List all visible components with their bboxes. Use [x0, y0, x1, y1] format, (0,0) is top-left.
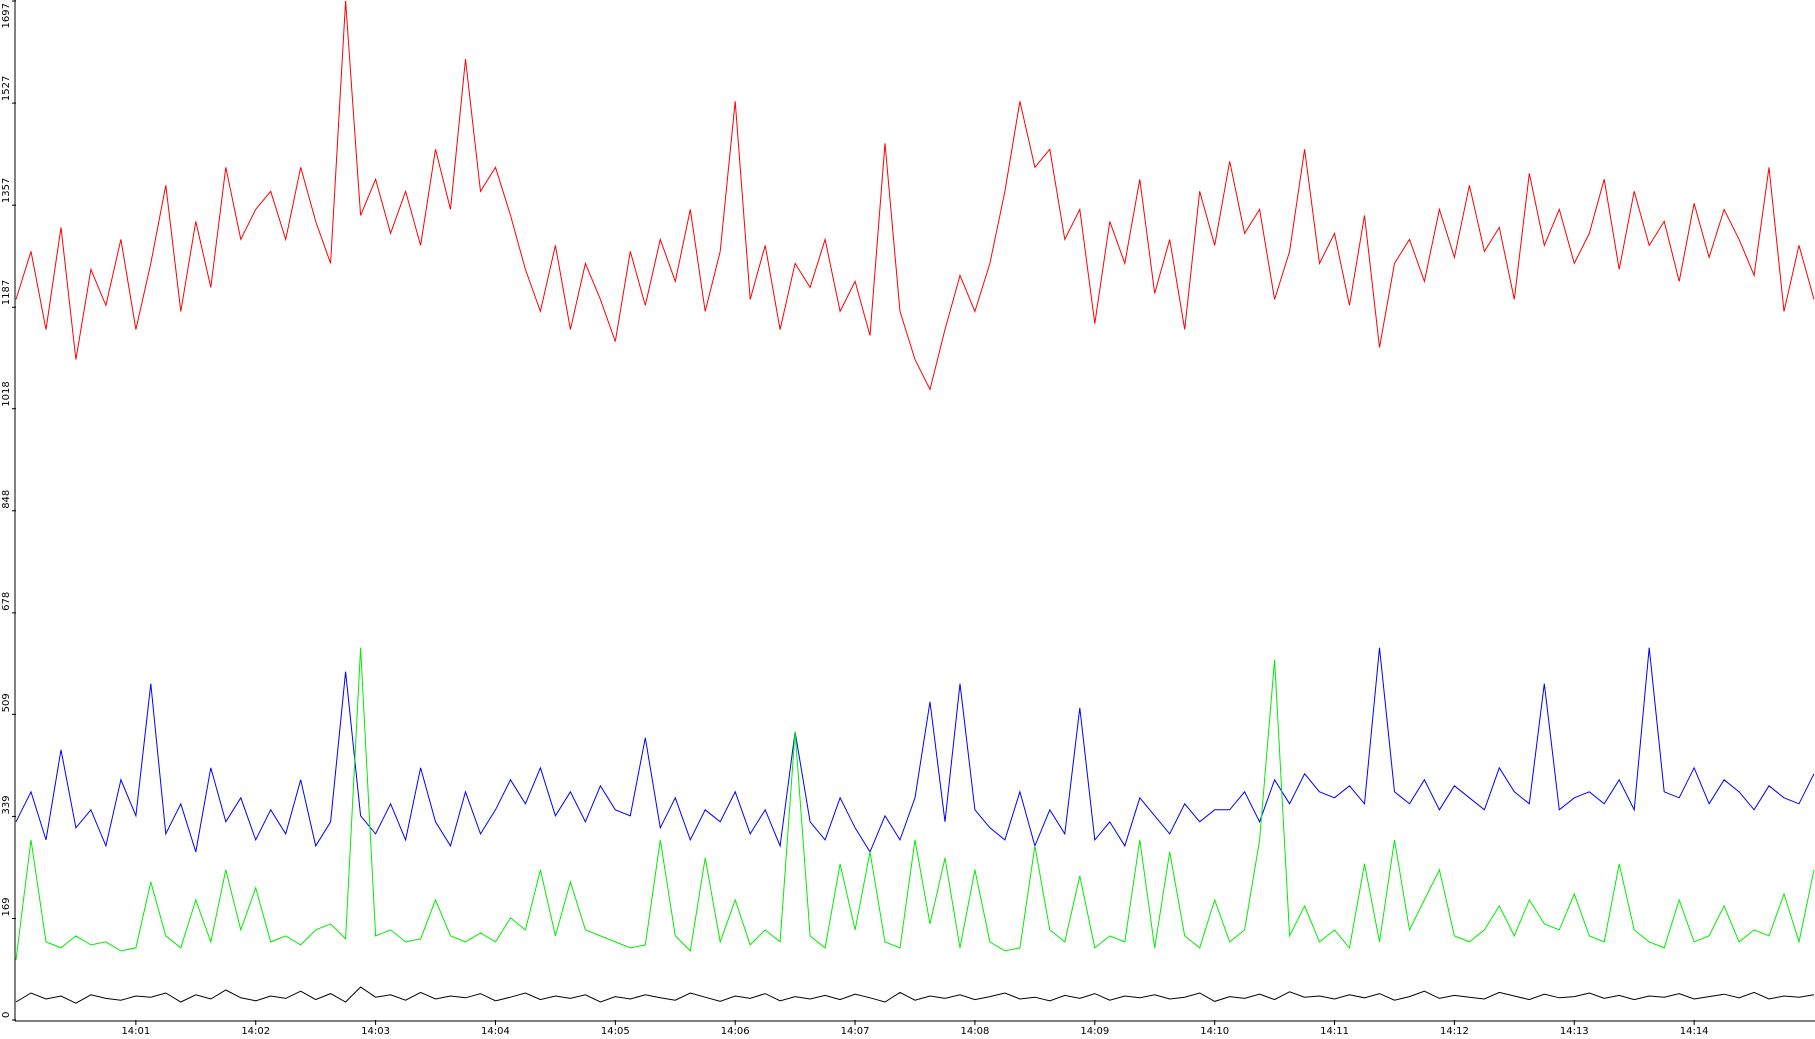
- x-tick-label: 14:08: [961, 1026, 990, 1037]
- y-tick-label: 848: [1, 490, 12, 509]
- x-tick-label: 14:04: [481, 1026, 510, 1037]
- y-tick-label: 0: [1, 1012, 12, 1018]
- x-tick-label: 14:10: [1200, 1026, 1229, 1037]
- series-line: [15, 647, 1815, 853]
- y-tick-label: 339: [1, 795, 12, 814]
- x-tick-label: 14:01: [121, 1026, 150, 1037]
- x-tick-label: 14:09: [1080, 1026, 1109, 1037]
- y-tick-label: 169: [1, 897, 12, 916]
- x-tick-label: 14:11: [1320, 1026, 1349, 1037]
- y-tick-label: 509: [1, 693, 12, 712]
- y-tick-label: 1527: [1, 76, 12, 101]
- y-tick-label: 1357: [1, 178, 12, 203]
- x-tick-label: 14:12: [1440, 1026, 1469, 1037]
- x-tick-label: 14:06: [721, 1026, 750, 1037]
- y-tick-label: 1187: [1, 280, 12, 305]
- y-tick-label: 1697: [1, 3, 12, 28]
- series-line: [15, 986, 1815, 1004]
- x-tick-label: 14:05: [601, 1026, 630, 1037]
- x-tick-label: 14:14: [1680, 1026, 1709, 1037]
- y-tick-label: 678: [1, 592, 12, 611]
- x-tick-label: 14:13: [1560, 1026, 1589, 1037]
- series-line: [15, 0, 1815, 391]
- x-tick-label: 14:07: [841, 1026, 870, 1037]
- y-tick-label: 1018: [1, 381, 12, 406]
- series-line: [15, 647, 1815, 961]
- x-tick-label: 14:03: [361, 1026, 390, 1037]
- x-tick-label: 14:02: [241, 1026, 270, 1037]
